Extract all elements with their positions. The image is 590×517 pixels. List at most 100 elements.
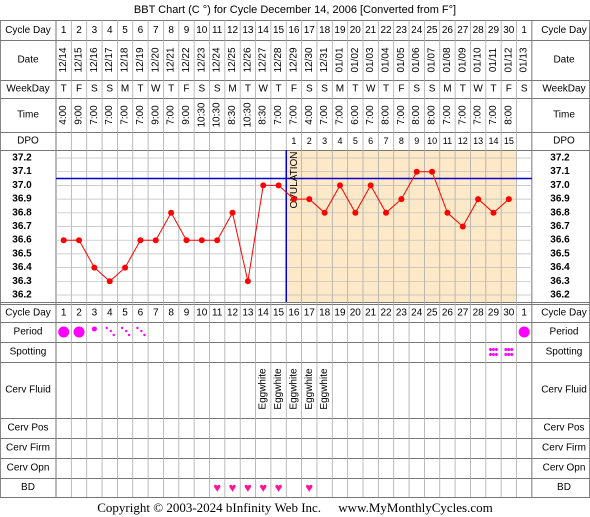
date-cell: 12/20: [150, 47, 161, 72]
spotting-mark: [504, 348, 508, 351]
cycle-day-cell: 17: [304, 25, 316, 36]
weekday-cell: W: [151, 84, 161, 95]
time-cell: 7:00: [319, 105, 330, 125]
temperature-point: [214, 237, 221, 244]
temperature-point: [244, 278, 251, 285]
time-cell: 8:00: [411, 105, 422, 125]
period-spotting-dot: [136, 326, 139, 330]
cycle-day-cell: 14: [258, 308, 270, 319]
dpo-cell: 13: [473, 136, 483, 146]
cycle-day-cell: 25: [427, 308, 439, 319]
date-cell: 12/16: [89, 47, 100, 72]
date-cell: 12/23: [196, 47, 207, 72]
cycle-day-cell: 24: [411, 308, 423, 319]
dpo-cell: 5: [353, 136, 358, 146]
weekday-cell: S: [91, 84, 98, 95]
bd-heart-icon: ♥: [213, 480, 221, 495]
weekday-cell: S: [413, 84, 420, 95]
cycle-day-cell: 14: [258, 25, 270, 36]
time-cell: 7:00: [488, 105, 499, 125]
temperature-line: [63, 171, 510, 282]
temperature-point: [306, 196, 313, 203]
period-spotting-dot: [124, 329, 128, 333]
cycle-day-cell: 10: [196, 308, 208, 319]
site-link[interactable]: www.MyMonthlyCycles.com: [338, 500, 493, 515]
copyright-text: Copyright © 2003-2024 bInfinity Web Inc.: [97, 500, 322, 515]
temperature-point: [444, 209, 451, 216]
time-cell: 7:00: [473, 105, 484, 125]
row-label-right-period: Period: [550, 327, 579, 338]
date-cell: 12/14: [58, 47, 69, 72]
spotting-mark: [494, 353, 498, 356]
cycle-day-cell: 30: [503, 308, 515, 319]
y-tick-label-left: 37.2: [12, 153, 32, 164]
cerv-fluid-cell: Eggwhite: [319, 368, 330, 410]
weekday-cell: F: [398, 84, 404, 95]
temperature-point: [475, 196, 482, 203]
y-tick-label-left: 37.0: [12, 180, 32, 191]
dpo-cell: 7: [384, 136, 389, 146]
cycle-day-cell: 10: [196, 25, 208, 36]
temperature-point: [367, 182, 374, 189]
date-cell: 01/12: [503, 47, 514, 72]
row-label-cerv-firm: Cerv Firm: [6, 443, 50, 454]
weekday-cell: W: [366, 84, 376, 95]
temperature-point: [76, 237, 83, 244]
row-label-time: Time: [17, 110, 39, 121]
cycle-day-cell: 12: [227, 308, 239, 319]
date-cell: 12/30: [304, 47, 315, 72]
row-label-right-spotting: Spotting: [546, 347, 583, 358]
cycle-day-cell: 6: [138, 308, 144, 319]
temperature-point: [321, 209, 328, 216]
cycle-day-cell: 21: [365, 25, 377, 36]
weekday-cell: S: [306, 84, 313, 95]
weekday-cell: T: [61, 84, 67, 95]
row-label-right-cycle-day: Cycle Day: [541, 25, 587, 36]
time-cell: 7:00: [89, 105, 100, 125]
dpo-cell: 1: [291, 136, 296, 146]
cycle-day-cell: 16: [288, 308, 300, 319]
cycle-day-cell: 13: [242, 308, 254, 319]
cycle-day-cell: 1: [61, 308, 67, 319]
cycle-day-cell: 11: [212, 25, 223, 36]
y-tick-label-left: 36.5: [12, 248, 32, 259]
cycle-day-cell: 5: [122, 308, 128, 319]
row-label-right-dpo: DPO: [553, 136, 575, 147]
time-cell: 4:00: [58, 105, 69, 125]
temperature-point: [429, 168, 436, 175]
date-cell: 01/03: [365, 47, 376, 72]
temperature-point: [183, 237, 190, 244]
cycle-day-cell: 4: [107, 308, 113, 319]
cycle-day-cell: 26: [442, 25, 454, 36]
y-tick-label-right: 36.2: [550, 290, 570, 301]
cycle-day-cell: 24: [411, 25, 423, 36]
bd-heart-icon: ♥: [259, 480, 267, 495]
date-cell: 12/17: [104, 47, 115, 72]
temperature-point: [168, 209, 175, 216]
weekday-cell: S: [429, 84, 436, 95]
cycle-day-cell: 18: [319, 308, 331, 319]
weekday-cell: F: [183, 84, 189, 95]
row-label-dpo: DPO: [17, 136, 39, 147]
cycle-day-cell: 1: [521, 308, 527, 319]
weekday-cell: S: [106, 84, 113, 95]
temperature-point: [398, 196, 405, 203]
luteal-phase-shading: [286, 150, 517, 302]
date-cell: 12/19: [135, 47, 146, 72]
bd-heart-icon: ♥: [229, 480, 237, 495]
row-label-right-cycle-day: Cycle Day: [541, 308, 587, 319]
date-cell: 12/29: [288, 47, 299, 72]
cycle-day-cell: 4: [107, 25, 113, 36]
period-spotting-dot: [120, 326, 124, 330]
cycle-day-cell: 7: [153, 25, 159, 36]
time-cell: 7:00: [120, 105, 131, 125]
cycle-day-cell: 17: [304, 308, 316, 319]
spotting-mark: [510, 348, 514, 351]
y-tick-label-left: 36.7: [12, 221, 32, 232]
row-label-weekday: WeekDay: [6, 84, 49, 95]
cycle-day-cell: 20: [350, 308, 362, 319]
y-tick-label-left: 37.1: [12, 166, 32, 177]
chart-title: BBT Chart (C °) for Cycle December 14, 2…: [134, 4, 456, 16]
weekday-cell: T: [490, 84, 496, 95]
weekday-cell: S: [321, 84, 328, 95]
